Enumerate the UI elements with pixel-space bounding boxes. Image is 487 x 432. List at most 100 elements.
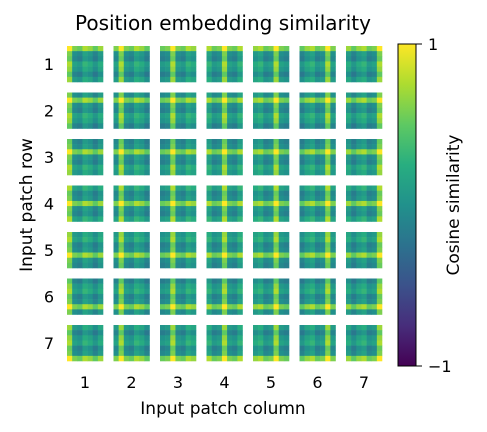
heatmap-cell [216, 232, 223, 238]
heatmap-cell [180, 46, 187, 52]
heatmap-cell [320, 97, 326, 104]
heatmap-cell [144, 257, 150, 264]
heatmap-cell [97, 304, 104, 310]
heatmap-cell [113, 345, 119, 352]
heatmap-cell [346, 232, 352, 238]
heatmap-cell [211, 61, 218, 67]
heatmap-cell [118, 113, 125, 119]
heatmap-cell [87, 350, 94, 357]
heatmap-cell [221, 232, 228, 238]
heatmap-cell [371, 144, 378, 150]
heatmap-cell [330, 288, 336, 295]
heatmap-cell [82, 345, 88, 352]
heatmap-cell [309, 247, 316, 253]
heatmap-cell [216, 46, 223, 52]
heatmap-cell [232, 154, 238, 160]
heatmap-cell [92, 66, 99, 73]
heatmap-cell [309, 159, 316, 166]
heatmap-cell [320, 71, 326, 78]
heatmap-cell [113, 149, 119, 155]
heatmap-cell [227, 46, 233, 52]
heatmap-cell [263, 144, 269, 150]
heatmap-cell [190, 71, 197, 78]
heatmap-cell [283, 159, 290, 166]
heatmap-cell [309, 154, 316, 160]
heatmap-cell [258, 185, 264, 191]
heatmap-cell [356, 107, 362, 114]
heatmap-cell [325, 345, 331, 352]
heatmap-cell [97, 46, 104, 52]
heatmap-cell [258, 118, 264, 124]
heatmap-cell [175, 71, 181, 78]
heatmap-cell [227, 309, 233, 315]
heatmap-cell [123, 299, 130, 305]
heatmap-cell [309, 242, 316, 248]
heatmap-cell [113, 299, 119, 305]
heatmap-cell [309, 335, 316, 341]
heatmap-cell [361, 144, 367, 150]
heatmap-cell [180, 278, 187, 284]
heatmap-cell [118, 164, 125, 171]
heatmap-cell [253, 71, 259, 78]
heatmap-cell [346, 144, 352, 150]
subplot-r4-c2 [113, 185, 150, 222]
heatmap-cell [304, 76, 311, 83]
heatmap-cell [67, 335, 73, 341]
heatmap-cell [258, 66, 264, 73]
heatmap-cell [97, 355, 104, 362]
heatmap-cell [170, 350, 176, 357]
heatmap-cell [160, 51, 166, 57]
heatmap-cell [118, 278, 125, 284]
heatmap-cell [165, 242, 171, 248]
heatmap-cell [190, 123, 197, 129]
heatmap-cell [92, 242, 99, 248]
heatmap-cell [283, 247, 290, 253]
heatmap-cell [258, 92, 264, 98]
heatmap-cell [320, 355, 326, 362]
heatmap-cell [268, 46, 274, 52]
heatmap-cell [278, 283, 285, 290]
heatmap-cell [211, 107, 218, 114]
heatmap-cell [325, 102, 331, 109]
heatmap-cell [371, 206, 378, 212]
heatmap-cell [273, 288, 280, 295]
heatmap-cell [376, 123, 383, 129]
heatmap-cell [67, 330, 73, 336]
heatmap-cell [123, 118, 130, 124]
heatmap-cell [304, 61, 311, 67]
heatmap-cell [175, 107, 181, 114]
heatmap-cell [263, 299, 269, 305]
heatmap-cell [361, 262, 367, 269]
heatmap-cell [346, 61, 352, 67]
heatmap-cell [253, 232, 259, 238]
heatmap-cell [77, 149, 83, 155]
heatmap-cell [72, 355, 78, 362]
heatmap-cell [356, 335, 362, 341]
heatmap-cell [216, 71, 223, 78]
heatmap-cell [170, 257, 176, 264]
heatmap-cell [128, 299, 135, 305]
heatmap-cell [175, 335, 181, 341]
subplot-r5-c6 [299, 232, 336, 269]
subplot-r3-c2 [113, 139, 150, 176]
heatmap-cell [330, 330, 336, 336]
heatmap-cell [320, 330, 326, 336]
heatmap-cell [67, 76, 73, 83]
heatmap-cell [221, 92, 228, 98]
heatmap-cell [97, 149, 104, 155]
heatmap-cell [299, 46, 305, 52]
heatmap-cell [185, 257, 192, 264]
heatmap-cell [227, 159, 233, 166]
heatmap-cell [170, 190, 176, 197]
heatmap-cell [87, 123, 94, 129]
heatmap-cell [175, 309, 181, 315]
heatmap-cell [97, 283, 104, 290]
heatmap-cell [237, 293, 243, 300]
heatmap-cell [237, 345, 243, 352]
heatmap-cell [232, 340, 238, 346]
heatmap-cell [268, 107, 274, 114]
heatmap-cell [67, 51, 73, 57]
heatmap-cell [165, 169, 171, 176]
heatmap-cell [82, 278, 88, 284]
heatmap-cell [227, 350, 233, 357]
